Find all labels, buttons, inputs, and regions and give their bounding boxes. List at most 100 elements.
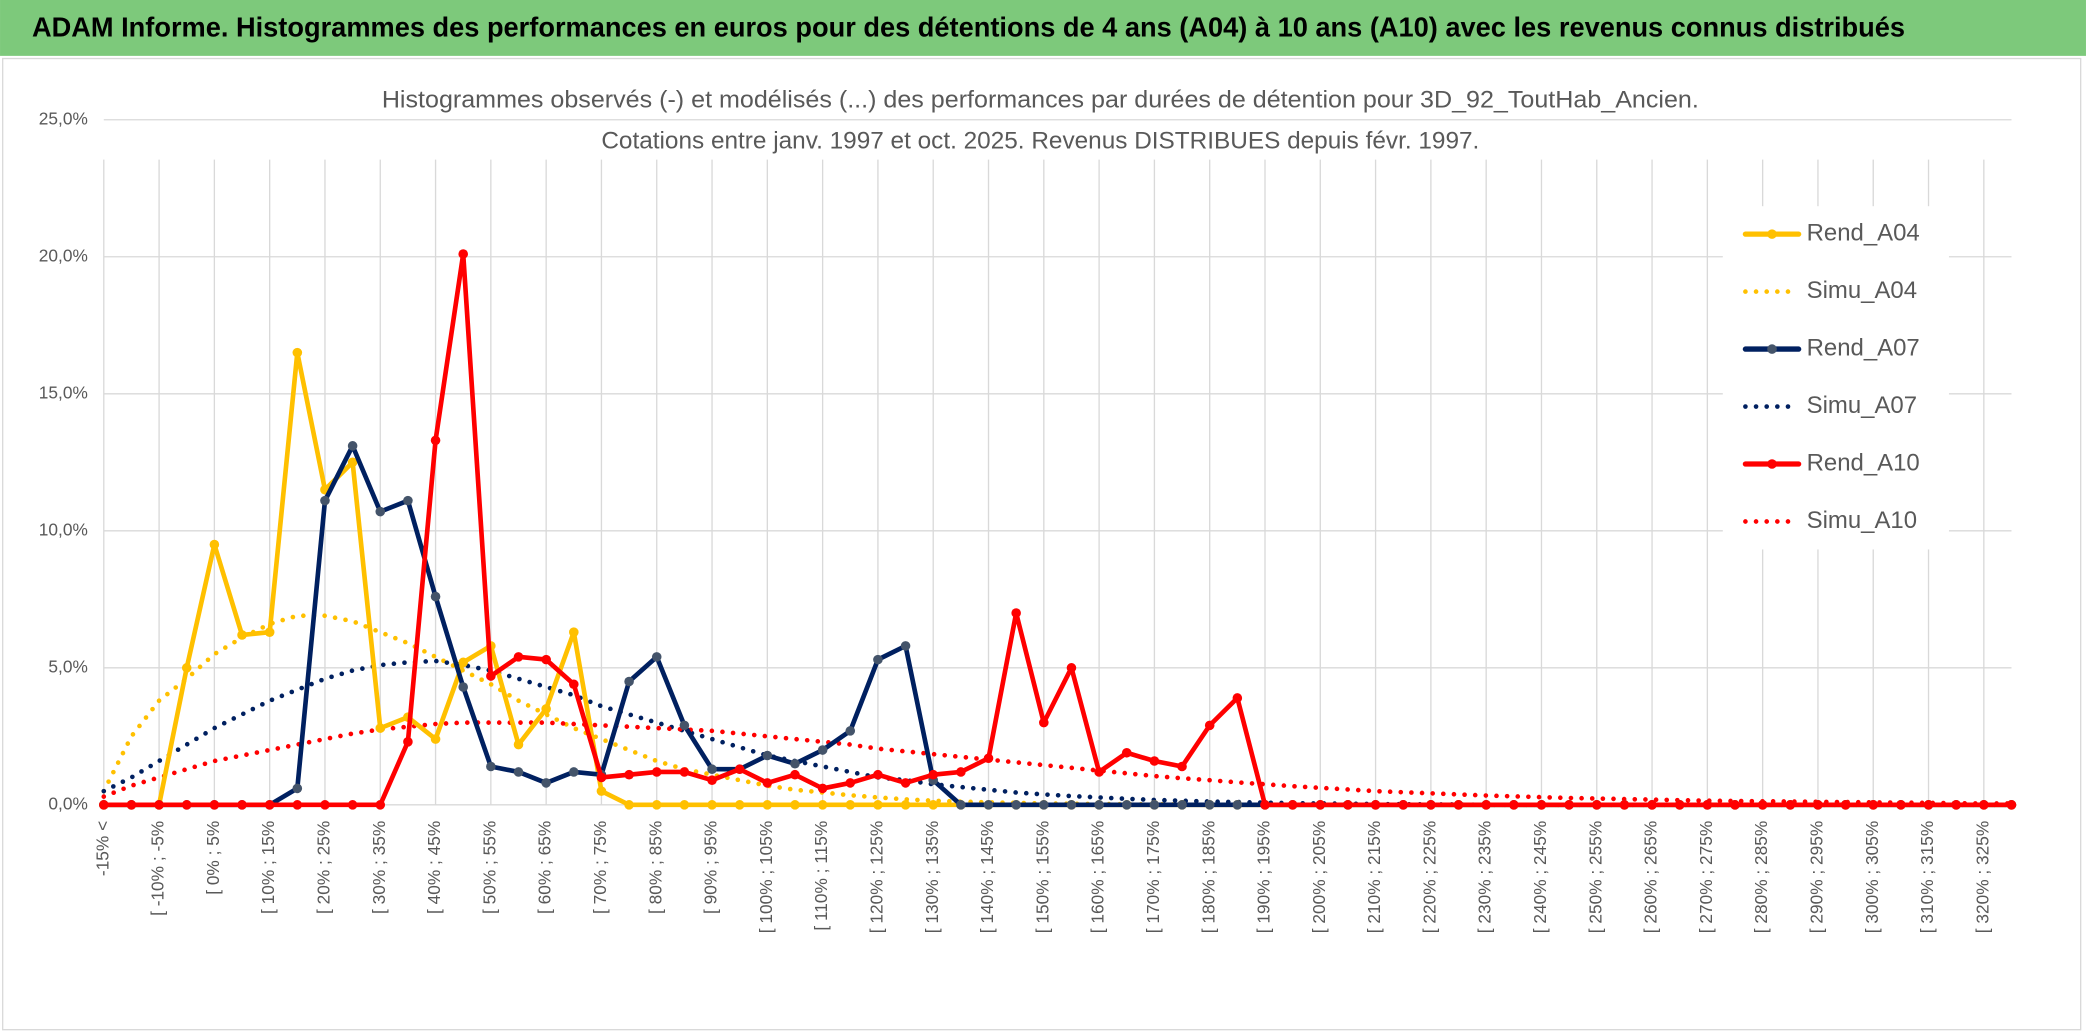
data-point bbox=[1564, 800, 1574, 810]
data-point bbox=[679, 800, 690, 810]
legend-label: Simu_A10 bbox=[1807, 507, 1917, 534]
x-tick-label: [ 250% ; 255% bbox=[1585, 821, 1605, 933]
data-point bbox=[1647, 800, 1657, 810]
data-point bbox=[1287, 800, 1298, 810]
x-tick-label: [ 50% ; 55% bbox=[479, 821, 499, 914]
data-point bbox=[1149, 756, 1160, 766]
data-point bbox=[403, 495, 413, 506]
legend-marker bbox=[1767, 344, 1777, 354]
x-tick-label: [ 290% ; 295% bbox=[1807, 821, 1827, 933]
data-point bbox=[928, 769, 939, 780]
data-point bbox=[679, 720, 690, 731]
x-tick-label: [ 320% ; 325% bbox=[1972, 821, 1992, 933]
data-point bbox=[1260, 800, 1270, 810]
data-point bbox=[292, 347, 303, 358]
model-line bbox=[101, 658, 2014, 808]
data-point bbox=[237, 630, 247, 640]
data-point bbox=[762, 750, 773, 761]
legend-entries: Rend_A04 Simu_A04 Rend_A07 Simu_A07 Rend_A10… bbox=[1742, 219, 1920, 534]
x-tick-label: [ 190% ; 195% bbox=[1254, 821, 1274, 933]
data-point bbox=[1232, 693, 1243, 703]
data-point bbox=[569, 679, 579, 690]
data-point bbox=[762, 778, 773, 788]
x-tick-label: [ 150% ; 155% bbox=[1032, 821, 1052, 933]
x-tick-label: [ 110% ; 115% bbox=[811, 821, 831, 931]
data-point bbox=[845, 800, 856, 810]
x-tick-label: -15% < bbox=[92, 821, 112, 876]
data-point bbox=[1232, 800, 1243, 810]
x-tick-label: [ 80% ; 85% bbox=[645, 821, 665, 914]
data-point bbox=[541, 778, 551, 788]
data-point bbox=[1011, 608, 1021, 618]
data-point bbox=[458, 249, 468, 259]
y-tick-label: 15,0% bbox=[39, 382, 88, 402]
x-tick-label: [ 70% ; 75% bbox=[590, 821, 610, 914]
data-point bbox=[1840, 800, 1851, 810]
observed-line bbox=[101, 251, 2014, 808]
x-tick-label: [ 200% ; 205% bbox=[1309, 821, 1329, 933]
data-point bbox=[1315, 800, 1326, 810]
x-tick-label: [ 210% ; 215% bbox=[1364, 821, 1384, 933]
x-tick-label: [ 160% ; 165% bbox=[1088, 821, 1108, 933]
x-tick-label: [ 180% ; 185% bbox=[1198, 821, 1218, 933]
x-tick-label: [ 10% ; 15% bbox=[258, 821, 278, 914]
data-point bbox=[98, 800, 109, 810]
plot bbox=[98, 249, 2017, 810]
x-tick-label: [ 90% ; 95% bbox=[701, 821, 721, 914]
legend-marker bbox=[1767, 229, 1777, 239]
data-point bbox=[1509, 800, 1519, 810]
data-point bbox=[956, 800, 966, 810]
data-point bbox=[181, 663, 192, 673]
data-point bbox=[1702, 800, 1713, 810]
data-point bbox=[1591, 800, 1602, 810]
legend-label: Simu_A04 bbox=[1807, 277, 1917, 304]
data-point bbox=[541, 654, 551, 665]
data-point bbox=[320, 800, 330, 810]
x-tick-label: [ -10% ; -5% bbox=[148, 821, 168, 916]
data-point bbox=[347, 457, 358, 468]
data-point bbox=[486, 761, 496, 772]
legend-label: Rend_A04 bbox=[1807, 219, 1920, 246]
x-tick-label: [ 170% ; 175% bbox=[1143, 821, 1163, 933]
data-point bbox=[624, 769, 634, 780]
data-point bbox=[983, 800, 994, 810]
data-point bbox=[264, 800, 275, 810]
data-point bbox=[1039, 800, 1049, 810]
data-point bbox=[1923, 800, 1934, 810]
data-point bbox=[817, 783, 828, 794]
data-point bbox=[1730, 800, 1740, 810]
data-point bbox=[320, 495, 330, 506]
x-tick-label: [ 60% ; 65% bbox=[535, 821, 555, 914]
data-point bbox=[734, 764, 745, 775]
x-tick-label: [ 230% ; 235% bbox=[1475, 821, 1495, 933]
x-tick-label: [ 300% ; 305% bbox=[1862, 821, 1882, 933]
data-point bbox=[596, 772, 607, 783]
x-tick-label: [ 270% ; 275% bbox=[1696, 821, 1716, 933]
data-point bbox=[1343, 800, 1353, 810]
data-point bbox=[1177, 800, 1187, 810]
header-title: ADAM Informe. Histogrammes des performan… bbox=[32, 12, 1905, 43]
data-point bbox=[1813, 800, 1823, 810]
data-point bbox=[126, 800, 137, 810]
data-point bbox=[790, 800, 800, 810]
x-tick-label: [ 280% ; 285% bbox=[1751, 821, 1771, 933]
data-point bbox=[624, 800, 634, 810]
data-point bbox=[845, 726, 856, 736]
x-tick-label: [ 310% ; 315% bbox=[1917, 821, 1937, 933]
legend-label: Rend_A07 bbox=[1807, 334, 1920, 361]
data-point bbox=[541, 704, 551, 714]
data-point bbox=[679, 767, 690, 777]
data-point bbox=[900, 641, 911, 651]
chart-subtitle: Cotations entre janv. 1997 et oct. 2025.… bbox=[601, 128, 1479, 155]
data-point bbox=[928, 800, 939, 810]
data-point bbox=[1011, 800, 1021, 810]
data-point bbox=[1370, 800, 1381, 810]
data-point bbox=[513, 652, 524, 662]
data-point bbox=[264, 627, 275, 637]
data-point bbox=[1536, 800, 1547, 810]
data-point bbox=[237, 800, 247, 810]
x-tick-label: [ 30% ; 35% bbox=[369, 821, 389, 914]
data-point bbox=[2006, 800, 2017, 810]
